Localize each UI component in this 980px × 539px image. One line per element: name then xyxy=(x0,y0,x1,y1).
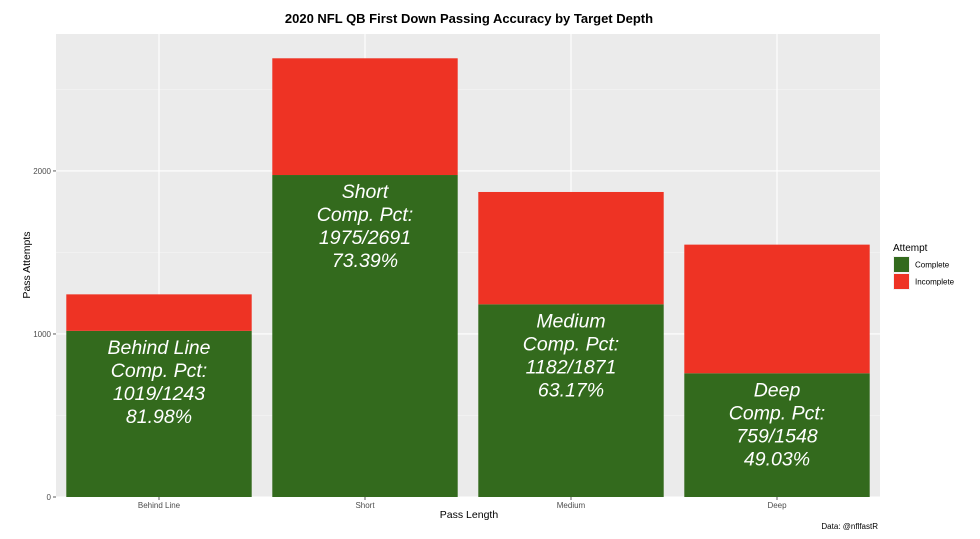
bar-complete-behind-line xyxy=(66,330,252,497)
bar-label-line: Comp. Pct: xyxy=(729,402,825,424)
bar-incomplete-behind-line xyxy=(66,294,252,331)
legend-label: Incomplete xyxy=(915,278,955,287)
bar-incomplete-short xyxy=(272,58,458,176)
bar-label-line: 63.17% xyxy=(538,379,604,401)
bar-label-line: Deep xyxy=(754,379,801,401)
legend-swatch-complete xyxy=(894,257,909,272)
bar-label-line: Medium xyxy=(536,310,605,332)
bar-label-line: Comp. Pct: xyxy=(317,204,413,226)
bar-complete-short xyxy=(272,175,458,498)
y-axis-title: Pass Attempts xyxy=(21,231,33,298)
legend-label: Complete xyxy=(915,261,950,270)
y-tick-label: 2000 xyxy=(33,167,51,176)
bar-complete-deep xyxy=(684,373,870,497)
bar-label-line: Behind Line xyxy=(107,337,210,359)
chart-title: 2020 NFL QB First Down Passing Accuracy … xyxy=(285,11,653,26)
x-tick-label: Medium xyxy=(557,501,586,510)
y-tick-label: 0 xyxy=(47,493,52,502)
x-tick-label: Short xyxy=(355,501,375,510)
bar-label-line: Comp. Pct: xyxy=(111,360,207,382)
bar-label-line: Comp. Pct: xyxy=(523,333,619,355)
x-axis-title: Pass Length xyxy=(440,509,499,521)
caption: Data: @nflfastR xyxy=(821,522,878,531)
legend: Attempt Complete Incomplete xyxy=(893,243,955,290)
legend-title: Attempt xyxy=(893,243,928,254)
bar-label-line: 81.98% xyxy=(126,406,192,428)
y-tick-label: 1000 xyxy=(33,330,51,339)
bar-complete-medium xyxy=(478,304,664,497)
x-tick-label: Behind Line xyxy=(138,501,181,510)
bar-label-line: 49.03% xyxy=(744,448,810,470)
legend-swatch-incomplete xyxy=(894,274,909,289)
bar-label-line: 1975/2691 xyxy=(319,227,411,249)
bar-incomplete-deep xyxy=(684,244,870,374)
bar-label-line: Short xyxy=(342,181,390,203)
bar-label-line: 73.39% xyxy=(332,250,398,272)
bar-label-line: 759/1548 xyxy=(736,425,817,447)
bar-incomplete-medium xyxy=(478,191,664,305)
bar-label-line: 1019/1243 xyxy=(113,383,205,405)
bar-label-line: 1182/1871 xyxy=(526,356,617,378)
x-tick-label: Deep xyxy=(767,501,787,510)
